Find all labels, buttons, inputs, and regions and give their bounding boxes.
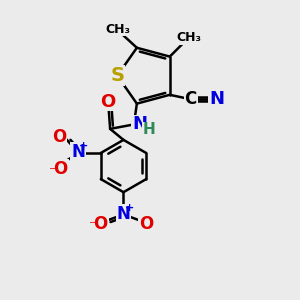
Text: +: + [79,141,88,152]
Text: +: + [125,203,134,213]
Text: ⁻: ⁻ [49,164,57,179]
Text: N: N [209,90,224,108]
Text: S: S [110,66,124,85]
Text: O: O [94,215,108,233]
Text: O: O [52,128,66,146]
Text: C: C [184,90,197,108]
Text: N: N [71,143,85,161]
Text: CH₃: CH₃ [177,32,202,44]
Text: N: N [116,205,130,223]
Text: ⁻: ⁻ [89,218,97,233]
Text: CH₃: CH₃ [105,22,130,35]
Text: O: O [100,92,116,110]
Text: N: N [132,116,147,134]
Text: O: O [54,160,68,178]
Text: O: O [139,215,154,233]
Text: H: H [143,122,156,137]
